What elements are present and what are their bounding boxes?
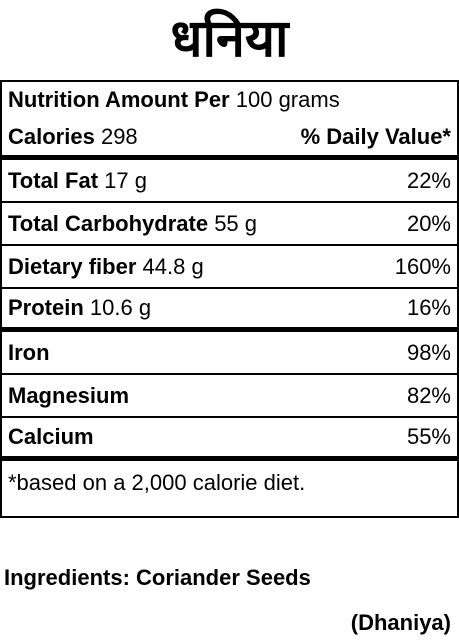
rows: Total Fat 17 g 22% Total Carbohydrate 55 g…	[2, 160, 457, 461]
nutrient-row: Total Fat 17 g 22%	[2, 160, 457, 203]
nutrient-row: Calcium 55%	[2, 418, 457, 461]
nutrient: Dietary fiber 44.8 g	[8, 254, 204, 280]
nutrient-amount: 17 g	[104, 167, 147, 193]
nutrient: Magnesium	[8, 383, 129, 409]
nutrient: Total Fat 17 g	[8, 168, 147, 194]
calories-label: Calories	[8, 123, 95, 149]
daily-percent: 55%	[406, 424, 451, 449]
nutrient-amount: 55 g	[214, 210, 258, 236]
header-row: Nutrition Amount Per 100 grams	[2, 82, 457, 118]
nutrient-row: Magnesium 82%	[2, 375, 457, 418]
nutrient-row: Protein 10.6 g 16%	[2, 289, 457, 332]
header-amount: 100 grams	[235, 87, 340, 112]
daily-percent: 16%	[406, 295, 451, 320]
nutrient-name: Dietary fiber	[8, 253, 137, 279]
nutrient-row: Total Carbohydrate 55 g 20%	[2, 203, 457, 246]
nutrient-amount: 10.6 g	[89, 295, 152, 320]
nutrient-name: Iron	[8, 339, 50, 365]
daily-percent: 98%	[406, 339, 451, 365]
footnote: *based on a 2,000 calorie diet.	[8, 470, 306, 495]
nutrient-name: Total Fat	[8, 167, 99, 193]
ingredients-note: (Dhaniya)	[350, 610, 451, 635]
daily-percent: 82%	[406, 382, 451, 408]
calories: Calories 298	[8, 124, 138, 150]
nutrient-name: Total Carbohydrate	[8, 210, 209, 236]
daily-value-header: % Daily Value*	[300, 123, 451, 149]
nutrition-label: Nutrition Amount Per 100 grams Calories …	[0, 80, 459, 518]
nutrient: Calcium	[8, 424, 94, 450]
nutrient: Iron	[8, 340, 50, 366]
nutrient-row: Iron 98%	[2, 332, 457, 375]
calories-row: Calories 298 % Daily Value*	[2, 118, 457, 160]
nutrient-name: Calcium	[8, 424, 94, 449]
ingredients: Ingredients: Coriander Seeds	[4, 565, 311, 590]
daily-percent: 160%	[394, 253, 451, 279]
nutrient: Total Carbohydrate 55 g	[8, 211, 257, 237]
title: धनिया	[170, 9, 289, 69]
header-label: Nutrition Amount Per	[8, 87, 230, 112]
nutrient-name: Protein	[8, 295, 84, 320]
nutrient: Protein 10.6 g	[8, 295, 151, 321]
calories-amount: 298	[100, 123, 138, 149]
daily-percent: 22%	[406, 167, 451, 193]
nutrient-name: Magnesium	[8, 382, 130, 408]
daily-percent: 20%	[406, 210, 451, 236]
header: Nutrition Amount Per 100 grams	[8, 87, 340, 113]
nutrient-amount: 44.8 g	[142, 253, 204, 279]
nutrient-row: Dietary fiber 44.8 g 160%	[2, 246, 457, 289]
